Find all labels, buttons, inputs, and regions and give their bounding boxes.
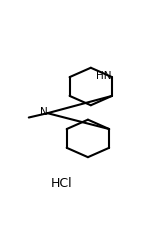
Text: HN: HN xyxy=(96,71,112,81)
Text: N: N xyxy=(40,107,48,117)
Text: HCl: HCl xyxy=(51,177,73,190)
